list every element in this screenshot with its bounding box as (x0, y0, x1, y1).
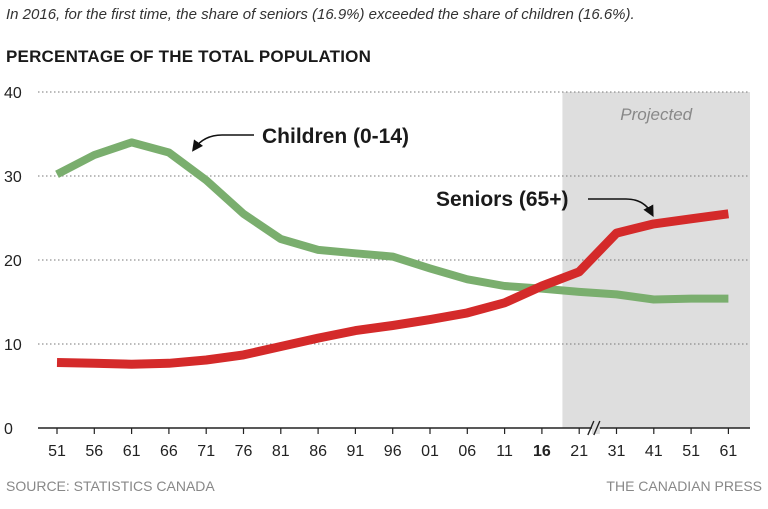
chart-subtitle: In 2016, for the first time, the share o… (6, 6, 635, 23)
seniors-arrow (588, 198, 654, 217)
axis-break-mark (587, 420, 595, 436)
x-tick-label: 61 (123, 443, 141, 460)
x-tick-label: 61 (720, 443, 738, 460)
x-tick-label: 86 (309, 443, 327, 460)
x-tick-label: 11 (496, 443, 513, 460)
x-tick-label: 16 (533, 443, 551, 460)
credit-note: THE CANADIAN PRESS (606, 478, 762, 494)
x-tick-label: 76 (235, 443, 253, 460)
chart-title: PERCENTAGE OF THE TOTAL POPULATION (6, 47, 372, 66)
x-tick-label: 31 (608, 443, 626, 460)
y-tick-label: 40 (4, 85, 22, 102)
axis-break-gap (591, 422, 600, 434)
children-arrow (192, 134, 254, 152)
y-tick-label: 0 (4, 421, 13, 438)
x-tick-label: 06 (458, 443, 476, 460)
x-tick-label: 51 (48, 443, 66, 460)
x-tick-label: 56 (85, 443, 103, 460)
projected-label: Projected (620, 105, 692, 124)
y-tick-label: 30 (4, 169, 22, 186)
x-tick-label: 21 (570, 443, 588, 460)
x-tick-label: 81 (272, 443, 290, 460)
children-series-label: Children (0-14) (262, 125, 409, 148)
seniors-series-label: Seniors (65+) (436, 188, 568, 211)
y-tick-label: 10 (4, 337, 22, 354)
x-tick-label: 96 (384, 443, 402, 460)
x-tick-label: 66 (160, 443, 178, 460)
x-tick-label: 01 (421, 443, 439, 460)
source-note: SOURCE: STATISTICS CANADA (6, 478, 215, 494)
y-tick-label: 20 (4, 253, 22, 270)
axis-break-mark (593, 420, 601, 436)
x-tick-label: 51 (682, 443, 700, 460)
x-tick-label: 91 (347, 443, 365, 460)
x-tick-label: 41 (645, 443, 663, 460)
x-tick-label: 71 (197, 443, 215, 460)
